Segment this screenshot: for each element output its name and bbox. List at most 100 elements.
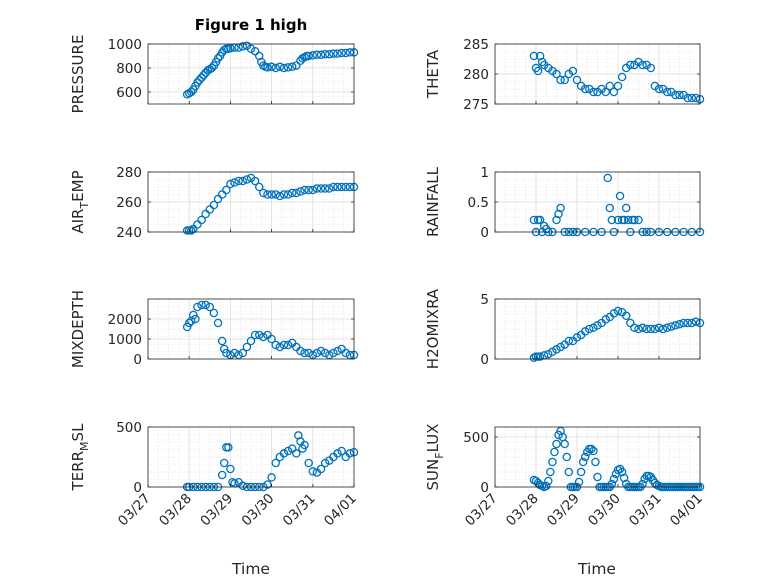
y-tick-label: 240 <box>116 225 142 241</box>
data-point <box>621 311 631 321</box>
data-point <box>671 321 680 330</box>
data-point <box>263 480 272 489</box>
data-point <box>589 446 598 456</box>
y-tick-label: 285 <box>463 37 489 53</box>
data-point <box>642 324 651 334</box>
panel-air_temp: 240 260 280 AIRTEMP <box>69 165 359 241</box>
data-point <box>576 467 586 477</box>
data-point <box>609 474 619 484</box>
data-point <box>617 72 627 82</box>
data-point <box>341 48 351 58</box>
data-point <box>271 190 280 199</box>
data-point <box>275 191 285 201</box>
panel-rainfall: 0 0.5 1 RAINFALL <box>424 165 705 241</box>
data-point <box>308 467 318 476</box>
figure-title: Figure 1 high <box>195 16 308 34</box>
data-point <box>544 349 553 359</box>
y-tick-label: 600 <box>116 85 142 101</box>
y-tick-label: 5 <box>480 292 489 308</box>
data-point <box>613 215 623 225</box>
data-point <box>250 46 260 56</box>
data-point <box>287 188 297 198</box>
data-point <box>691 93 701 103</box>
data-point <box>560 75 569 85</box>
data-point <box>222 185 231 195</box>
data-point <box>572 75 582 85</box>
data-point <box>548 347 557 357</box>
data-point <box>320 184 330 193</box>
data-point <box>254 330 264 340</box>
data-point <box>187 226 196 235</box>
data-point <box>533 66 543 76</box>
data-point <box>267 334 276 344</box>
data-point <box>242 342 252 352</box>
data-point <box>246 44 256 54</box>
data-point <box>601 87 610 97</box>
data-point <box>308 185 318 195</box>
y-tick-label: 275 <box>463 97 489 113</box>
data-point <box>224 443 233 452</box>
data-point <box>609 87 619 97</box>
data-point <box>230 348 239 358</box>
data-point <box>650 324 660 334</box>
data-point <box>556 75 565 85</box>
data-point <box>238 481 248 491</box>
y-tick-label: 500 <box>116 420 142 436</box>
data-point <box>667 322 676 331</box>
data-point <box>250 176 260 186</box>
data-point <box>271 458 280 468</box>
data-point <box>654 323 664 333</box>
data-point <box>554 430 563 440</box>
data-point <box>259 332 268 342</box>
data-point <box>345 182 355 192</box>
data-point <box>312 50 322 60</box>
data-point <box>296 187 305 196</box>
data-point <box>219 344 229 354</box>
data-point <box>337 48 346 58</box>
data-point <box>254 182 264 192</box>
y-axis-label: H2OMIXRA <box>424 288 442 369</box>
x-axis-label-right: Time <box>577 560 616 578</box>
data-point <box>562 452 572 462</box>
data-point <box>345 449 355 458</box>
data-point <box>197 215 206 225</box>
data-point <box>197 300 206 310</box>
data-point <box>687 93 697 103</box>
data-point <box>283 446 293 456</box>
data-point <box>671 90 680 100</box>
data-point <box>691 317 701 327</box>
data-point <box>564 467 574 477</box>
data-point <box>341 348 351 358</box>
data-point <box>316 346 326 356</box>
y-axis-label: THETA <box>424 49 442 99</box>
data-point <box>675 90 684 100</box>
data-point <box>304 458 313 468</box>
data-point <box>589 323 598 333</box>
data-point <box>320 49 330 59</box>
data-point <box>552 69 561 79</box>
data-point <box>230 178 239 187</box>
data-point <box>607 215 617 225</box>
data-point <box>287 62 297 72</box>
y-axis-label: TERRMSL <box>69 423 91 492</box>
data-point <box>601 315 610 324</box>
y-tick-label: 280 <box>116 165 142 181</box>
data-point <box>312 184 322 193</box>
data-point <box>574 477 584 487</box>
data-point <box>591 457 600 467</box>
data-point <box>646 324 656 334</box>
data-point <box>283 340 293 350</box>
data-point <box>580 327 590 336</box>
data-point <box>279 449 289 458</box>
data-point <box>234 176 243 186</box>
data-point <box>675 319 684 329</box>
data-point <box>329 182 338 192</box>
data-point <box>182 322 192 332</box>
data-point <box>621 203 631 213</box>
data-point <box>535 352 545 361</box>
data-point <box>238 348 248 358</box>
data-point <box>337 446 346 456</box>
data-point <box>275 62 285 72</box>
data-point <box>580 84 590 94</box>
